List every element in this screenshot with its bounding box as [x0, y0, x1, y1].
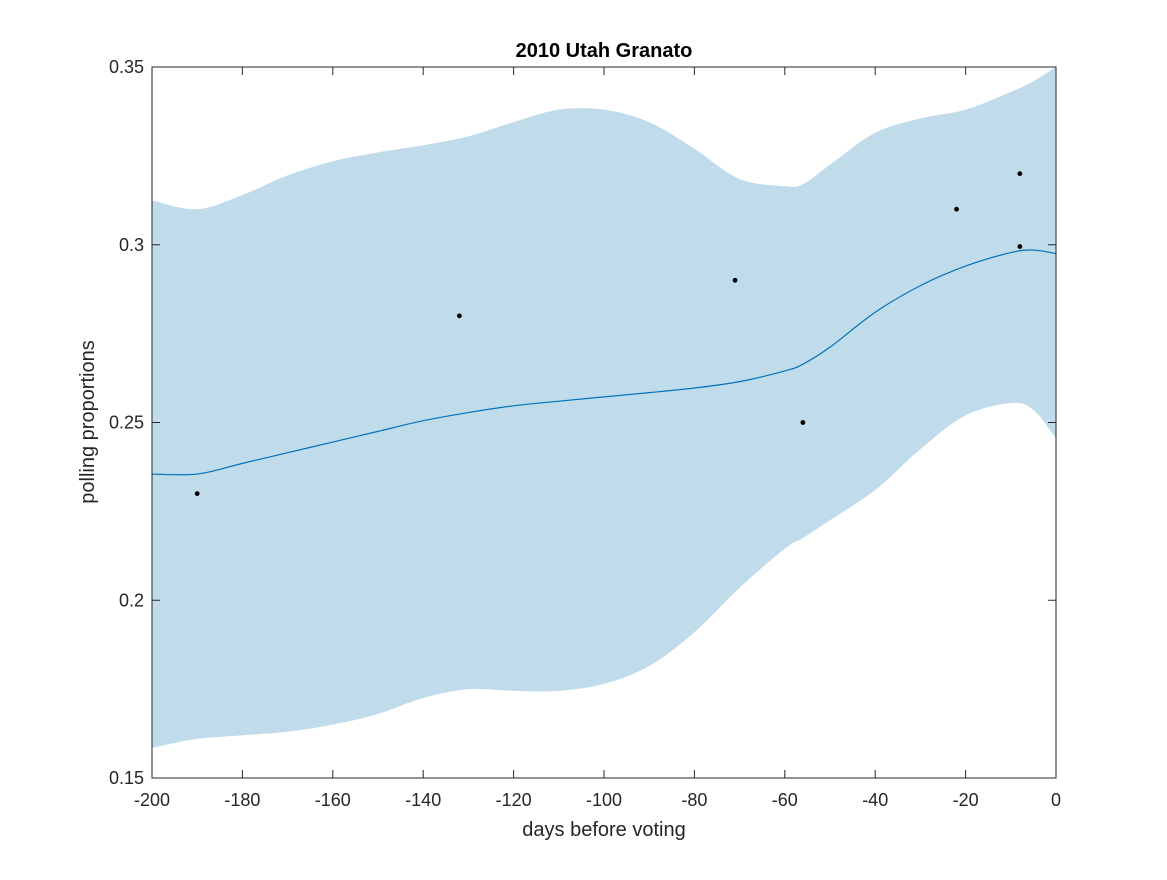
x-tick-label: -20	[953, 790, 979, 810]
chart-title: 2010 Utah Granato	[516, 40, 693, 62]
poll-point	[800, 420, 806, 425]
x-tick-label: -60	[772, 790, 798, 810]
y-axis-label: polling proportions	[77, 340, 99, 503]
poll-point	[194, 491, 200, 496]
y-tick-label: 0.25	[109, 413, 144, 433]
x-tick-label: -200	[134, 790, 170, 810]
y-tick-label: 0.2	[119, 590, 144, 610]
y-tick-label: 0.35	[109, 57, 144, 77]
x-tick-label: 0	[1051, 790, 1061, 810]
x-tick-label: -100	[586, 790, 622, 810]
x-axis-label: days before voting	[522, 819, 685, 841]
y-tick-label: 0.3	[119, 235, 144, 255]
x-tick-label: -160	[315, 790, 351, 810]
axes: -200 -180 -160 -140 -120 -100 -80 -60 -40 -20 00.1…	[109, 57, 1061, 810]
poll-point	[456, 313, 462, 319]
confidence-band	[152, 67, 1056, 748]
poll-point	[1017, 244, 1023, 249]
x-tick-label: -140	[405, 790, 441, 810]
poll-point	[732, 277, 738, 283]
mean-line	[151, 249, 1057, 476]
plot-area	[151, 67, 1057, 748]
y-tick-label: 0.15	[109, 768, 144, 788]
poll-point	[1017, 171, 1023, 177]
x-tick-label: -80	[681, 790, 707, 810]
poll-point	[954, 206, 959, 212]
x-tick-label: -180	[224, 790, 260, 810]
x-tick-label: -40	[862, 790, 888, 810]
x-tick-label: -120	[496, 790, 532, 810]
